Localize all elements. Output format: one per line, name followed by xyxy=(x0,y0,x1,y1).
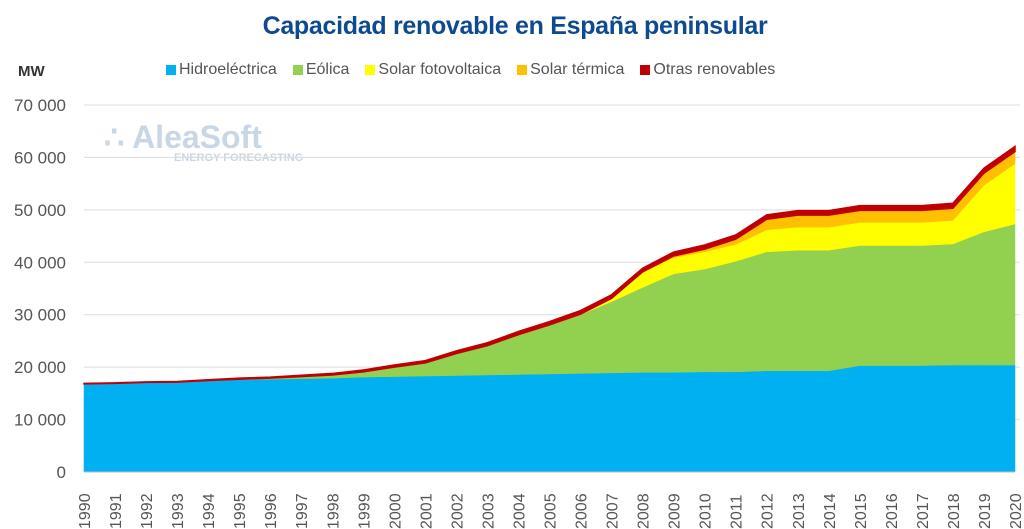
legend-label: Hidroeléctrica xyxy=(179,61,277,78)
legend-item: Otras renovables xyxy=(640,61,775,79)
legend-swatch xyxy=(365,65,376,75)
x-tick-label: 1993 xyxy=(170,493,187,529)
legend-swatch xyxy=(640,65,651,75)
legend-swatch xyxy=(517,65,528,75)
legend-label: Solar térmica xyxy=(530,61,625,78)
legend-item: Hidroeléctrica xyxy=(166,61,277,79)
y-tick-label: 40 000 xyxy=(14,253,66,272)
x-tick-label: 2015 xyxy=(853,493,870,529)
x-tick-label: 2013 xyxy=(791,493,808,529)
area-otras-renovables xyxy=(83,144,1016,385)
legend-item: Solar fotovoltaica xyxy=(365,61,501,79)
x-tick-label: 2019 xyxy=(977,493,994,529)
y-tick-label: 20 000 xyxy=(14,358,66,377)
area-hidroel-ctrica xyxy=(83,364,1016,473)
legend-swatch xyxy=(292,65,303,75)
x-tick-label: 2002 xyxy=(449,493,466,529)
legend-swatch xyxy=(166,65,176,75)
x-tick-label: 1997 xyxy=(294,493,311,529)
x-tick-label: 1991 xyxy=(108,493,125,529)
y-tick-label: 10 000 xyxy=(14,411,66,430)
x-tick-label: 2011 xyxy=(729,494,746,529)
x-tick-label: 2001 xyxy=(418,493,435,529)
y-tick-label: 60 000 xyxy=(14,148,66,167)
aleasoft-watermark-logo: ∴ AleaSoft ENERGY FORECASTING xyxy=(104,119,304,164)
x-tick-label: 2016 xyxy=(884,493,901,529)
legend-item: Solar térmica xyxy=(517,61,624,79)
chart-title: Capacidad renovable en España peninsular xyxy=(262,12,768,40)
x-tick-label: 1999 xyxy=(356,493,373,529)
x-tick-label: 2003 xyxy=(480,493,497,529)
x-tick-label: 2009 xyxy=(667,493,684,529)
legend-label: Otras renovables xyxy=(653,61,776,78)
x-tick-label: 2000 xyxy=(387,493,404,529)
x-tick-label: 2012 xyxy=(760,493,777,529)
x-tick-label: 2018 xyxy=(946,493,963,529)
x-tick-label: 2004 xyxy=(511,493,528,529)
x-tick-label: 1996 xyxy=(263,493,280,529)
x-tick-label: 1995 xyxy=(232,493,249,529)
legend-item: Eólica xyxy=(292,61,350,79)
y-tick-label: 30 000 xyxy=(14,306,66,325)
y-axis-label: MW xyxy=(18,63,45,80)
x-tick-label: 2005 xyxy=(543,493,560,529)
x-tick-label: 1998 xyxy=(325,493,342,529)
x-tick-label: 2020 xyxy=(1008,493,1024,529)
x-tick-label: 1994 xyxy=(201,493,218,529)
x-tick-label: 2014 xyxy=(822,493,839,529)
x-tick-label: 2008 xyxy=(636,493,653,529)
x-tick-label: 1990 xyxy=(77,493,94,529)
y-tick-label: 50 000 xyxy=(14,201,66,220)
x-tick-label: 2007 xyxy=(605,493,622,529)
y-tick-label: 0 xyxy=(57,463,66,482)
legend-label: Solar fotovoltaica xyxy=(378,61,502,78)
legend: Hidroeléctrica Eólica Solar fotovoltaica So… xyxy=(166,61,775,79)
x-tick-label: 1992 xyxy=(139,493,156,529)
x-tick-label: 2017 xyxy=(915,493,932,529)
x-tick-label: 2006 xyxy=(574,493,591,529)
x-tick-label: 2010 xyxy=(698,493,715,529)
legend-label: Eólica xyxy=(305,61,350,78)
area-e-lica xyxy=(83,223,1016,385)
y-tick-label: 70 000 xyxy=(14,96,66,115)
